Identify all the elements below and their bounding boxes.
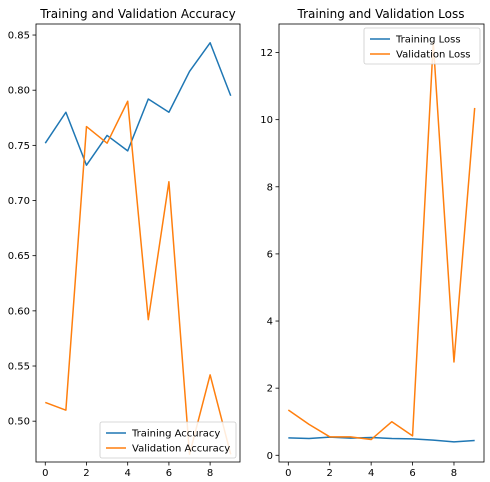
loss-series-line-0 (288, 436, 475, 443)
accuracy-subplot: Training and Validation Accuracy 0 2 4 6 8 0.… (8, 7, 241, 479)
accuracy-series-line-1 (45, 100, 232, 456)
loss-xtick-label-3: 6 (409, 468, 415, 479)
loss-axes-frame (278, 23, 485, 463)
accuracy-xtick-label-4: 8 (207, 468, 213, 479)
loss-title: Training and Validation Loss (297, 7, 465, 21)
loss-ytick-label-3: 6 (267, 249, 273, 260)
loss-legend: Training Loss Validation Loss (363, 27, 481, 65)
loss-ytick-label-6: 12 (260, 48, 273, 59)
loss-ytick-label-0: 0 (267, 451, 273, 462)
loss-legend-box (363, 27, 481, 65)
loss-xtick-label-0: 0 (285, 468, 291, 479)
accuracy-ytick-label-0: 0.50 (8, 417, 30, 428)
accuracy-xtick-label-1: 2 (83, 468, 89, 479)
accuracy-ytick-label-2: 0.60 (8, 306, 30, 317)
loss-ytick-label-1: 2 (267, 384, 273, 395)
accuracy-legend-box (99, 421, 237, 459)
accuracy-series-line-0 (44, 42, 232, 166)
accuracy-xtick-label-0: 0 (42, 468, 48, 479)
accuracy-ytick-label-3: 0.65 (8, 251, 30, 262)
accuracy-ytick-label-7: 0.85 (8, 31, 30, 42)
loss-xtick-label-2: 4 (368, 468, 374, 479)
loss-subplot: Training and Validation Loss 0 2 4 6 8 0 2 4 6 8 1… (260, 7, 485, 479)
loss-legend-label-1: Validation Loss (396, 50, 471, 61)
accuracy-legend-label-1: Validation Accuracy (132, 444, 230, 455)
loss-ytick-label-2: 4 (267, 317, 273, 328)
loss-legend-label-0: Training Loss (395, 35, 461, 46)
accuracy-ytick-label-6: 0.80 (8, 86, 30, 97)
accuracy-legend: Training Accuracy Validation Accuracy (99, 421, 237, 459)
loss-ytick-label-5: 10 (260, 115, 273, 126)
accuracy-title: Training and Validation Accuracy (39, 7, 235, 21)
loss-series-line-1 (287, 41, 476, 441)
accuracy-ytick-label-5: 0.75 (8, 141, 30, 152)
accuracy-axes-frame (35, 23, 241, 463)
accuracy-ytick-label-1: 0.55 (8, 362, 30, 373)
accuracy-legend-label-0: Training Accuracy (131, 429, 220, 440)
loss-xtick-label-1: 2 (327, 468, 333, 479)
accuracy-xtick-label-3: 6 (166, 468, 172, 479)
accuracy-xtick-label-2: 4 (125, 468, 131, 479)
loss-xtick-label-4: 8 (451, 468, 457, 479)
accuracy-ytick-label-4: 0.70 (8, 196, 30, 207)
loss-ytick-label-4: 8 (267, 182, 273, 193)
